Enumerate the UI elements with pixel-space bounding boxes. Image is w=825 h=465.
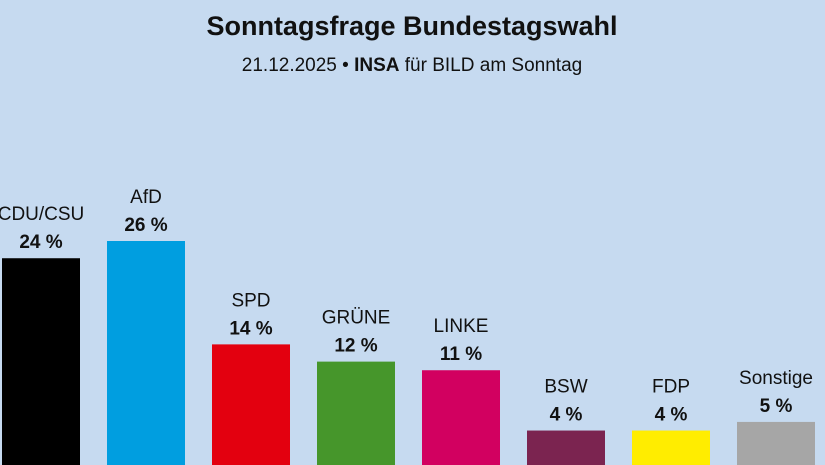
value-label: 14 % <box>229 318 272 339</box>
value-label: 24 % <box>19 232 62 253</box>
category-label: CDU/CSU <box>0 204 84 225</box>
subtitle-client: für BILD am Sonntag <box>405 55 582 76</box>
bar <box>2 258 80 465</box>
subtitle-institute: INSA <box>354 55 400 76</box>
bar <box>737 421 815 465</box>
value-label: 5 % <box>760 396 793 417</box>
bar <box>212 344 290 465</box>
value-label: 12 % <box>334 336 377 357</box>
chart-subtitle: 21.12.2025 • INSA für BILD am Sonntag <box>242 55 582 76</box>
value-label: 4 % <box>655 405 688 426</box>
category-label: LINKE <box>434 316 489 337</box>
value-label: 11 % <box>440 344 482 365</box>
category-label: AfD <box>130 187 162 208</box>
category-label: BSW <box>544 377 587 398</box>
bar <box>632 430 710 465</box>
bar <box>317 361 395 465</box>
category-label: SPD <box>231 290 270 311</box>
subtitle-date: 21.12.2025 • <box>242 55 349 76</box>
value-label: 26 % <box>124 215 167 236</box>
category-label: Sonstige <box>739 368 813 389</box>
value-label: 4 % <box>550 405 583 426</box>
bar <box>107 241 185 465</box>
chart-title: Sonntagsfrage Bundestagswahl <box>206 11 617 41</box>
category-label: FDP <box>652 377 690 398</box>
bar <box>422 370 500 465</box>
category-label: GRÜNE <box>322 308 391 329</box>
bar <box>527 430 605 465</box>
